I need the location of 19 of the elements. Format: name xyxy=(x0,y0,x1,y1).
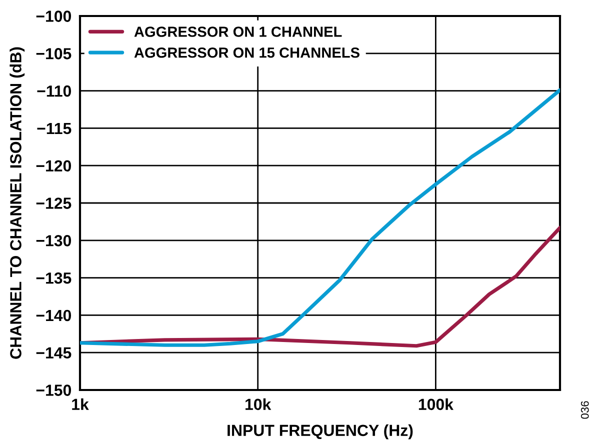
y-tick-label: −140 xyxy=(36,310,72,322)
y-tick-label: −120 xyxy=(36,160,72,172)
y-tick-label: −125 xyxy=(36,198,72,209)
y-tick-label: −115 xyxy=(37,123,72,134)
text: 036 xyxy=(580,401,589,419)
x-tick-label: 1k xyxy=(72,398,89,410)
legend-label: AGGRESSOR ON 1 CHANNEL xyxy=(134,26,342,37)
y-tick-label: −100 xyxy=(36,10,72,22)
y-tick-label: −150 xyxy=(36,384,72,396)
legend-label: AGGRESSOR ON 15 CHANNELS xyxy=(134,47,360,58)
y-tick-label: −145 xyxy=(36,347,72,359)
y-axis-title: CHANNEL TO CHANNEL ISOLATION (dB) xyxy=(10,47,25,359)
x-tick-label: 100k xyxy=(418,398,454,410)
x-tick-label: 10k xyxy=(246,398,272,410)
x-axis-title: INPUT FREQUENCY (Hz) xyxy=(228,424,413,440)
y-tick-label: −105 xyxy=(36,48,72,60)
y-tick-label: −135 xyxy=(36,272,72,284)
y-tick-label: −130 xyxy=(36,235,72,246)
y-tick-label: −110 xyxy=(37,85,72,97)
